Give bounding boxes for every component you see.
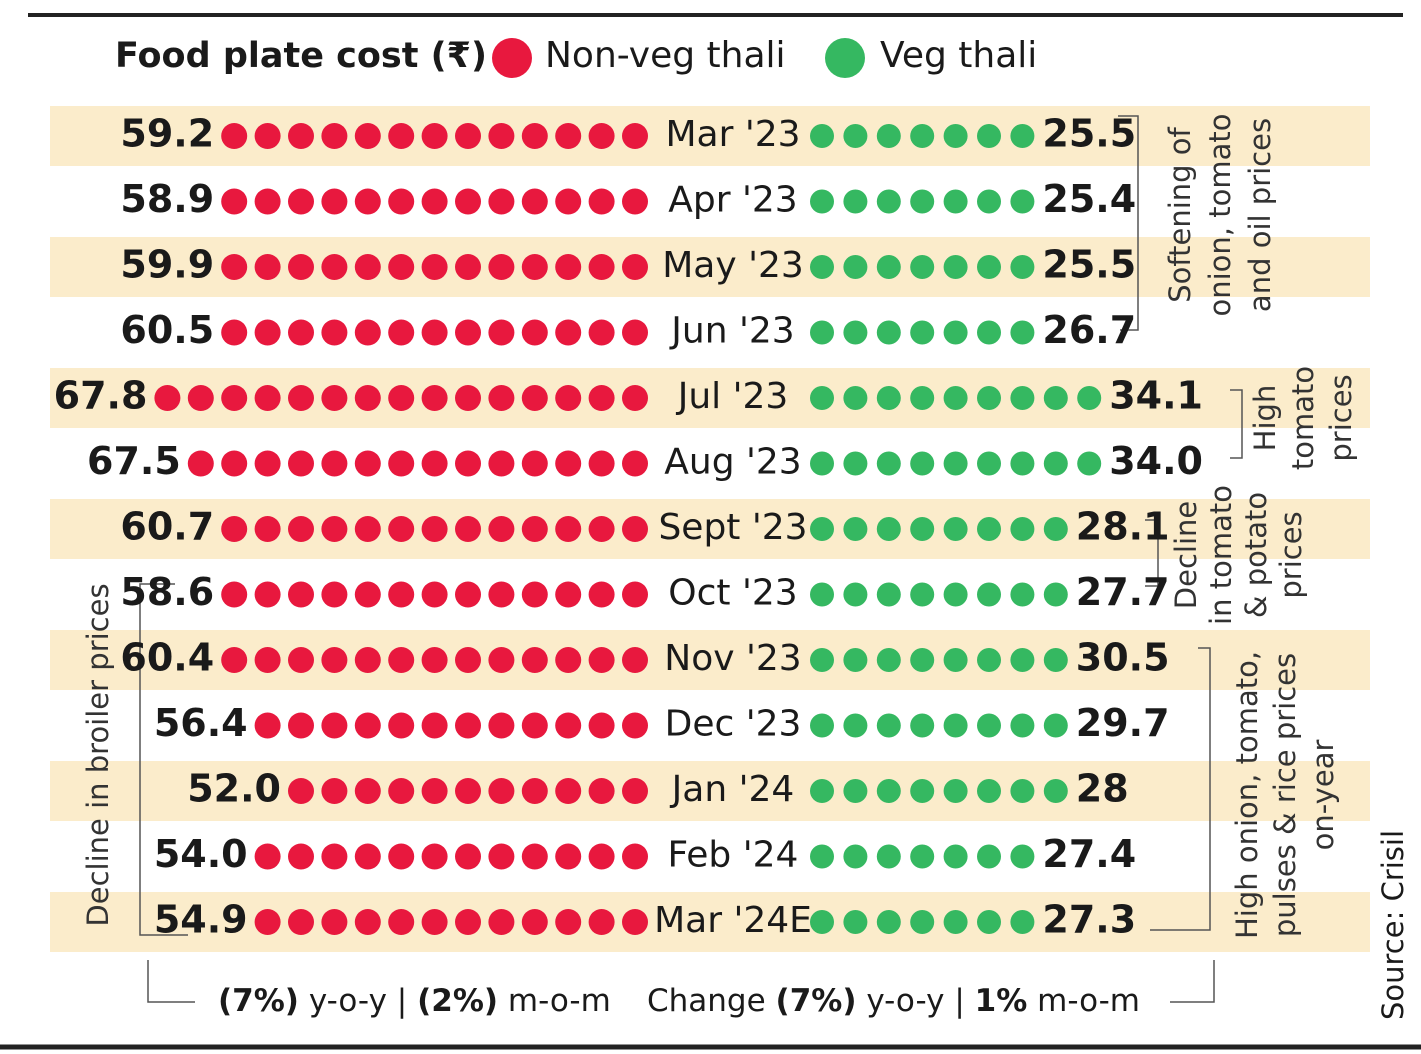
dot-row	[221, 189, 648, 215]
note: Softening of onion, tomato and oil price…	[1163, 114, 1277, 317]
legend-title: Food plate cost (₹)	[115, 36, 487, 76]
note-line: prices	[1324, 374, 1358, 461]
value-label: 30.5	[1076, 636, 1170, 680]
value-label: 27.4	[1042, 832, 1136, 876]
category-label: May '23	[662, 245, 804, 286]
value-label: 34.0	[1109, 439, 1203, 483]
legend-label: Non-veg thali	[545, 35, 786, 76]
value-label: 28.1	[1076, 505, 1170, 549]
dot-row	[810, 190, 1034, 214]
change-part: m-o-m	[498, 983, 611, 1019]
bracket	[1170, 960, 1214, 1002]
change-part: (7%)	[776, 983, 857, 1019]
value-label: 59.9	[120, 243, 214, 287]
change-part: 1%	[975, 983, 1028, 1019]
category-label: Dec '23	[665, 704, 802, 745]
value-label: 27.7	[1076, 570, 1170, 614]
value-label: 60.7	[120, 505, 214, 549]
note-line: Decline in broiler prices	[81, 583, 115, 926]
note-line: prices	[1274, 511, 1308, 598]
note-line: in tomato	[1204, 485, 1238, 625]
note-line: onion, tomato	[1203, 114, 1237, 317]
category-label: Jan '24	[670, 769, 795, 810]
change-veg: Change (7%) y-o-y | 1% m-o-m	[647, 983, 1140, 1019]
category-label: Nov '23	[664, 638, 801, 679]
note-line: and oil prices	[1243, 118, 1277, 312]
category-label: Mar '23	[665, 114, 800, 155]
note-line: on-year	[1306, 740, 1340, 851]
dot-row	[221, 582, 648, 608]
note-line: Softening of	[1163, 126, 1197, 302]
value-label: 54.0	[154, 832, 248, 876]
source: Source: Crisil	[1376, 830, 1410, 1020]
category-label: Aug '23	[664, 442, 801, 483]
bracket	[148, 960, 195, 1002]
value-label: 67.8	[54, 374, 148, 418]
note: Decline in broiler prices	[81, 583, 115, 926]
page: {"chart_data": { "type": "dot", "legend_…	[0, 0, 1421, 1054]
dot-row	[255, 844, 648, 870]
change-part: (7%)	[218, 983, 299, 1019]
category-label: Jun '23	[669, 311, 794, 352]
value-label: 27.3	[1042, 898, 1136, 942]
note-line: pulses & rice prices	[1268, 653, 1302, 937]
dot-row	[810, 452, 1101, 476]
note-line: tomato	[1286, 366, 1320, 470]
dot-row	[810, 845, 1034, 869]
dot-row	[221, 320, 648, 346]
dot-row	[810, 714, 1068, 738]
value-label: 25.5	[1042, 243, 1136, 287]
dot-row	[154, 385, 648, 411]
dot-row	[810, 321, 1034, 345]
legend-swatch	[492, 38, 532, 78]
note-line: Decline	[1169, 501, 1203, 609]
value-label: 67.5	[87, 439, 181, 483]
category-label: Jul '23	[676, 376, 789, 417]
dot-row	[288, 778, 648, 804]
legend-label: Veg thali	[880, 35, 1037, 76]
change-part: Change	[647, 983, 776, 1019]
dot-row	[255, 713, 648, 739]
value-label: 26.7	[1042, 308, 1136, 352]
value-label: 52.0	[187, 767, 281, 811]
change-part: y-o-y |	[299, 983, 417, 1019]
change-nonveg: (7%) y-o-y | (2%) m-o-m	[218, 983, 611, 1019]
value-label: 58.9	[120, 177, 214, 221]
value-label: 59.2	[120, 112, 214, 156]
value-label: 25.5	[1042, 112, 1136, 156]
change-part: y-o-y |	[857, 983, 975, 1019]
category-label: Sept '23	[658, 507, 807, 548]
note-line: High onion, tomato,	[1230, 651, 1264, 939]
value-label: 25.4	[1042, 177, 1136, 221]
category-label: Feb '24	[668, 835, 799, 876]
chart: Food plate cost (₹) Non-veg thali Veg th…	[0, 0, 1421, 1050]
category-label: Apr '23	[668, 180, 797, 221]
category-label: Oct '23	[668, 573, 797, 614]
value-label: 56.4	[154, 701, 248, 745]
value-label: 34.1	[1109, 374, 1203, 418]
value-label: 58.6	[120, 570, 214, 614]
note-line: High	[1248, 385, 1282, 452]
value-label: 29.7	[1076, 701, 1170, 745]
change-part: (2%)	[417, 983, 498, 1019]
source-text: Source: Crisil	[1376, 830, 1410, 1020]
value-label: 60.4	[120, 636, 214, 680]
dot-row	[188, 451, 648, 477]
note-line: & potato	[1239, 492, 1273, 618]
value-label: 28	[1076, 767, 1129, 811]
legend-swatch	[825, 38, 865, 78]
dot-row	[810, 386, 1101, 410]
value-label: 54.9	[154, 898, 248, 942]
change-part: m-o-m	[1027, 983, 1140, 1019]
dot-row	[810, 583, 1068, 607]
category-label: Mar '24E	[654, 900, 812, 941]
value-label: 60.5	[120, 308, 214, 352]
